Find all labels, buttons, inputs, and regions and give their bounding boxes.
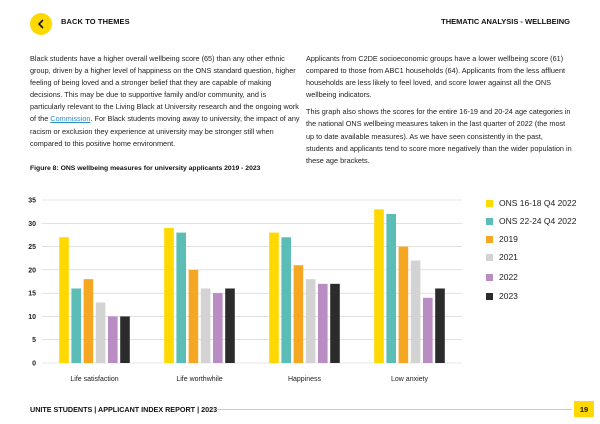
legend-item: ONS 16-18 Q4 2022 <box>486 198 577 208</box>
section-title: THEMATIC ANALYSIS - WELLBEING <box>441 17 570 26</box>
footer-divider <box>216 409 572 410</box>
bar <box>386 213 396 363</box>
legend-label: 2019 <box>499 234 518 244</box>
bar <box>200 288 211 363</box>
x-category-label: Life satisfaction <box>70 376 118 383</box>
bar <box>120 316 130 363</box>
legend-label: 2022 <box>499 272 518 282</box>
bar <box>293 265 304 363</box>
right-paragraph-2: This graph also shows the scores for the… <box>306 107 572 165</box>
bar <box>330 283 340 363</box>
bar <box>83 279 94 363</box>
legend-swatch <box>486 273 493 281</box>
bar <box>281 237 291 363</box>
y-tick-label: 30 <box>28 221 36 228</box>
legend-item: 2021 <box>486 252 518 262</box>
commission-link[interactable]: Commission <box>50 114 91 124</box>
bar <box>435 288 445 363</box>
left-paragraph-text-end: . For Black students moving away to univ… <box>30 114 300 148</box>
bar <box>269 232 279 363</box>
x-category-label: Happiness <box>288 376 322 383</box>
left-paragraph-text-start: Black students have a higher overall wel… <box>30 54 299 124</box>
bar <box>374 209 384 363</box>
x-category-label: Low anxiety <box>391 376 428 383</box>
legend-label: 2023 <box>499 291 518 301</box>
y-tick-label: 15 <box>28 291 36 298</box>
report-title: UNITE STUDENTS | APPLICANT INDEX REPORT … <box>30 405 218 414</box>
y-tick-label: 0 <box>32 361 36 368</box>
y-tick-label: 20 <box>28 267 36 274</box>
right-text-column: Applicants from C2DE socioeconomic group… <box>306 53 572 172</box>
legend-swatch <box>486 235 493 243</box>
legend-item: 2023 <box>486 291 518 301</box>
bar <box>213 293 223 363</box>
legend-swatch <box>486 199 493 207</box>
legend-label: ONS 22-24 Q4 2022 <box>499 216 577 226</box>
bar <box>176 232 186 363</box>
bar <box>305 279 316 363</box>
y-tick-label: 25 <box>28 244 36 251</box>
chevron-left-icon <box>38 19 44 29</box>
page-number: 19 <box>574 401 594 417</box>
left-text-column: Black students have a higher overall wel… <box>30 53 302 155</box>
left-paragraph: Black students have a higher overall wel… <box>30 53 302 150</box>
bar <box>225 288 235 363</box>
bar <box>164 227 174 363</box>
bar <box>108 316 118 363</box>
legend-item: 2022 <box>486 272 518 282</box>
wellbeing-bar-chart: 0 5 10 15 20 25 30 35 Life satisfaction Life wort… <box>28 198 462 383</box>
bar <box>410 260 421 363</box>
legend-swatch <box>486 292 493 300</box>
legend-item: ONS 22-24 Q4 2022 <box>486 216 577 226</box>
bar <box>188 269 199 363</box>
bar <box>59 237 69 363</box>
legend-item: 2019 <box>486 234 518 244</box>
legend-label: 2021 <box>499 252 518 262</box>
bar <box>71 288 81 363</box>
back-to-themes-link[interactable]: BACK TO THEMES <box>61 17 130 26</box>
back-button[interactable] <box>30 13 52 35</box>
x-category-label: Life worthwhile <box>176 376 222 383</box>
bar <box>318 283 328 363</box>
y-tick-label: 5 <box>32 337 36 344</box>
legend-swatch <box>486 217 493 225</box>
bar <box>95 302 106 363</box>
y-tick-label: 35 <box>28 198 36 205</box>
y-tick-label: 10 <box>28 314 36 321</box>
right-paragraph-1: Applicants from C2DE socioeconomic group… <box>306 54 566 100</box>
legend-swatch <box>486 253 493 261</box>
figure-caption: Figure 8: ONS wellbeing measures for uni… <box>30 165 261 172</box>
bar <box>423 297 433 363</box>
legend-label: ONS 16-18 Q4 2022 <box>499 198 577 208</box>
bar <box>398 246 409 363</box>
